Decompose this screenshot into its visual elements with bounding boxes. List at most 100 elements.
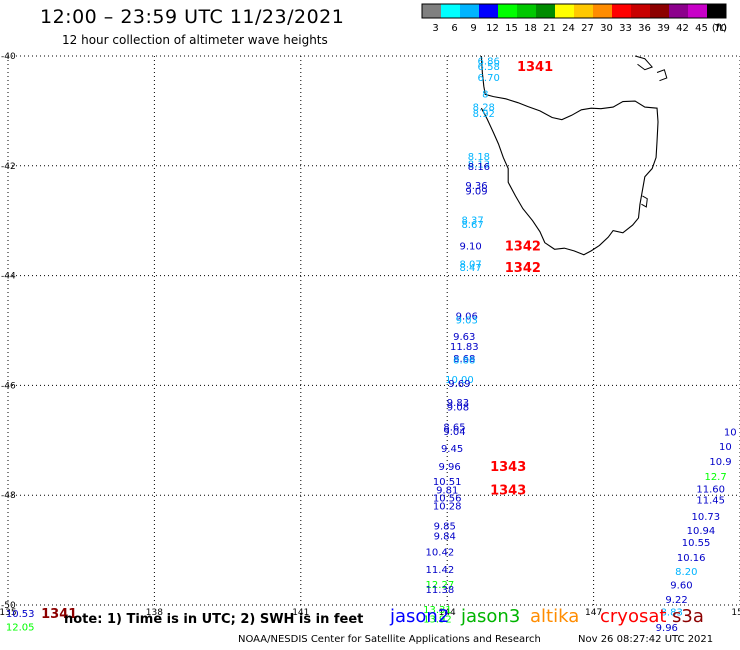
legend-swatch bbox=[688, 4, 707, 18]
wave-height-label: 10.28 bbox=[433, 502, 462, 513]
wave-height-label: 8 bbox=[482, 89, 488, 100]
wave-height-label: 11.42 bbox=[426, 565, 455, 576]
y-tick-label: -48 bbox=[1, 491, 16, 501]
legend-swatch bbox=[517, 4, 536, 18]
wave-height-label: 10.9 bbox=[709, 457, 731, 468]
wave-height-label: 12.7 bbox=[704, 472, 726, 483]
legend-bin-label: 45 bbox=[695, 23, 708, 34]
wave-height-label: 13.31 bbox=[423, 605, 452, 616]
wave-height-label: 12.05 bbox=[6, 622, 35, 633]
wave-height-label: 9.96 bbox=[656, 623, 678, 634]
satellite-legend-altika: altika bbox=[530, 606, 580, 627]
wave-height-label: 9.45 bbox=[441, 444, 463, 455]
wave-height-label: 9.06 bbox=[456, 312, 478, 323]
wave-height-label: 9.69 bbox=[448, 379, 470, 390]
wave-height-label: 8.83 bbox=[661, 608, 683, 619]
x-tick-label: 135 bbox=[0, 608, 17, 618]
legend-bin-label: 6 bbox=[451, 23, 457, 34]
wave-height-label: 8.37 bbox=[461, 216, 483, 227]
wave-height-label: 10.94 bbox=[687, 526, 716, 537]
wave-height-label: 8.07 bbox=[459, 260, 481, 271]
legend-bin-label: 3 bbox=[432, 23, 438, 34]
wave-height-label: 8.16 bbox=[468, 162, 490, 173]
legend-bin-label: 24 bbox=[562, 23, 575, 34]
flinders-island-coastline bbox=[634, 55, 654, 71]
legend-swatch bbox=[479, 4, 498, 18]
footer-timestamp: Nov 26 08:27:42 UTC 2021 bbox=[578, 634, 714, 645]
wave-height-label: 9.60 bbox=[670, 581, 692, 592]
legend-swatch bbox=[669, 4, 688, 18]
wave-height-label: 10.56 bbox=[433, 493, 462, 504]
wave-height-label: 9.04 bbox=[443, 427, 465, 438]
legend-unit: (ft) bbox=[712, 23, 727, 34]
revolution-label: 1343 bbox=[490, 460, 526, 475]
legend-swatch bbox=[593, 4, 612, 18]
wave-height-label: 8.13 bbox=[468, 160, 490, 171]
wave-height-label: 8.65 bbox=[443, 423, 465, 434]
wave-height-label: 11.45 bbox=[696, 496, 725, 507]
wave-height-label: 6.86 bbox=[478, 56, 500, 67]
legend-bin-label: 70 bbox=[714, 23, 727, 34]
wave-height-label: 10.42 bbox=[426, 548, 455, 559]
wave-height-label: 9.96 bbox=[439, 462, 461, 473]
legend-bin-label: 9 bbox=[470, 23, 476, 34]
wave-height-label: 9.85 bbox=[434, 521, 456, 532]
y-tick-label: -44 bbox=[1, 272, 16, 282]
legend-swatch bbox=[498, 4, 517, 18]
legend-swatch bbox=[441, 4, 460, 18]
x-tick-label: 138 bbox=[146, 608, 163, 618]
wave-height-label: 8.20 bbox=[675, 567, 697, 578]
satellite-legend-jason2: jason2 bbox=[390, 606, 450, 627]
legend-swatch bbox=[555, 4, 574, 18]
wave-height-label: 8.92 bbox=[473, 109, 495, 120]
wave-height-label: 9.10 bbox=[459, 241, 481, 252]
satellite-legend-jason3: jason3 bbox=[461, 606, 521, 627]
wave-height-label: 10.55 bbox=[682, 538, 711, 549]
cape-barren-island-coastline bbox=[656, 69, 668, 82]
legend-frame bbox=[421, 3, 727, 19]
wave-height-label: 10 bbox=[724, 428, 737, 439]
x-tick-label: 141 bbox=[292, 608, 309, 618]
wave-height-label: 8.18 bbox=[468, 152, 490, 163]
wave-height-label: 10.51 bbox=[433, 477, 462, 488]
satellite-legend-cryosat: cryosat bbox=[600, 606, 667, 627]
revolution-label: 1342 bbox=[505, 239, 541, 254]
wave-height-label: 8.88 bbox=[453, 356, 475, 367]
wave-height-label: 10.73 bbox=[692, 512, 721, 523]
legend-swatch bbox=[574, 4, 593, 18]
wave-height-label: 11.60 bbox=[696, 485, 725, 496]
legend-bin-label: 42 bbox=[676, 23, 689, 34]
x-tick-label: 150 bbox=[731, 608, 740, 618]
wave-height-label: 10.53 bbox=[6, 609, 35, 620]
wave-height-label: 11.38 bbox=[426, 585, 455, 596]
legend-bin-label: 15 bbox=[505, 23, 518, 34]
maria-island-coastline bbox=[641, 195, 648, 208]
wave-height-label: 9.03 bbox=[456, 316, 478, 327]
legend-bin-label: 18 bbox=[524, 23, 537, 34]
revolution-label: 1341 bbox=[41, 607, 77, 622]
page-title: 12:00 – 23:59 UTC 11/23/2021 bbox=[40, 6, 345, 28]
satellite-legend-s3a: s3a bbox=[672, 606, 704, 627]
wave-height-label: 9.36 bbox=[465, 181, 487, 192]
legend-bin-label: 30 bbox=[600, 23, 613, 34]
wave-height-label: 8.28 bbox=[473, 103, 495, 114]
legend-swatch bbox=[460, 4, 479, 18]
wave-height-label: 9.08 bbox=[447, 402, 469, 413]
page-subtitle: 12 hour collection of altimeter wave hei… bbox=[62, 33, 328, 47]
y-tick-label: -50 bbox=[1, 601, 16, 611]
legend-swatch bbox=[631, 4, 650, 18]
legend-bin-label: 39 bbox=[657, 23, 670, 34]
legend-swatch bbox=[536, 4, 555, 18]
wave-height-label: 6.70 bbox=[478, 73, 500, 84]
wave-height-label: 9.22 bbox=[665, 595, 687, 606]
revolution-label: 1343 bbox=[490, 484, 526, 499]
wave-height-label: 9.09 bbox=[465, 187, 487, 198]
wave-height-label: 8.67 bbox=[461, 220, 483, 231]
wave-height-label: 8.68 bbox=[453, 354, 475, 365]
legend-swatch bbox=[612, 4, 631, 18]
wave-height-label: 10.00 bbox=[445, 375, 474, 386]
revolution-label: 1342 bbox=[505, 261, 541, 276]
wave-height-label: 6.58 bbox=[478, 62, 500, 73]
